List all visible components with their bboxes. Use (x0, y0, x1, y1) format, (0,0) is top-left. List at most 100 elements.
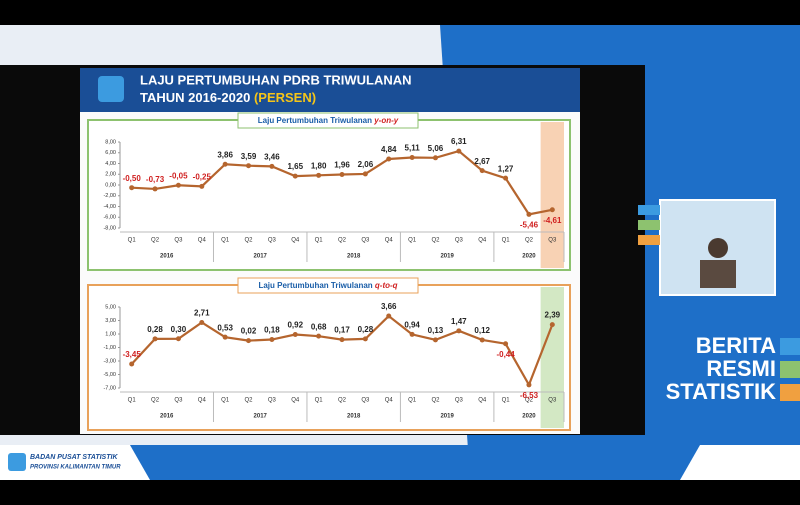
marker (199, 319, 205, 325)
value-label: 1,27 (498, 164, 514, 173)
slide-header (80, 68, 580, 112)
x-tick-label: Q2 (245, 238, 254, 244)
y-tick-label: 6,00 (105, 150, 116, 156)
marker (175, 182, 181, 188)
value-label: 0,17 (334, 326, 350, 335)
x-tick-label: Q2 (338, 238, 347, 244)
chart-title-main: Laju Pertumbuhan Triwulanan (258, 116, 372, 125)
value-label: -0,50 (123, 174, 142, 183)
x-group-label: 2017 (254, 254, 268, 260)
presenter (708, 238, 728, 258)
x-tick-label: Q3 (455, 238, 464, 244)
y-tick-label: 0,00 (105, 182, 116, 188)
chart-title-box (237, 277, 419, 294)
stripe (780, 361, 800, 378)
value-label: 0,53 (217, 323, 233, 332)
marker (269, 163, 275, 169)
agency: BADAN PUSAT STATISTIK (30, 454, 118, 461)
marker (479, 168, 485, 174)
value-label: 2,67 (474, 157, 490, 166)
x-tick-label: Q1 (315, 398, 324, 404)
marker (199, 183, 205, 189)
value-label: 1,65 (287, 162, 303, 171)
x-tick-label: Q3 (268, 238, 277, 244)
x-tick-label: Q1 (502, 398, 511, 404)
x-tick-label: Q2 (338, 398, 347, 404)
x-group-label: 2017 (254, 414, 268, 420)
stripe (780, 338, 800, 355)
x-tick-label: Q3 (548, 238, 557, 244)
x-tick-label: Q3 (548, 398, 557, 404)
y-tick-label: 8,00 (105, 139, 116, 145)
y-tick-label: 3,00 (105, 318, 116, 324)
value-label: -5,46 (520, 220, 539, 229)
marker (339, 337, 345, 343)
value-label: 3,66 (381, 302, 397, 311)
x-tick-label: Q2 (245, 398, 254, 404)
x-tick-label: Q3 (268, 398, 277, 404)
chart-frame (87, 284, 571, 431)
slide-title-years: TAHUN 2016-2020 (140, 90, 250, 105)
slide-title: LAJU PERTUMBUHAN PDRB TRIWULANAN (140, 72, 412, 87)
slide-title-unit: (PERSEN) (254, 90, 316, 105)
value-label: 0,18 (264, 326, 280, 335)
marker (129, 185, 135, 191)
banner-text: RESMI (706, 356, 776, 381)
y-tick-label: -8,00 (103, 225, 116, 231)
value-label: 5,11 (405, 144, 421, 153)
x-tick-label: Q2 (151, 238, 160, 244)
marker (549, 322, 555, 328)
y-tick-label: -7,00 (103, 385, 116, 391)
charts: Laju Pertumbuhan Triwulanan y-on-y 8,00 6,… (87, 112, 571, 431)
value-label: 2,06 (358, 160, 374, 169)
value-label: 5,06 (428, 144, 444, 153)
footer-left (0, 445, 150, 480)
marker (409, 331, 415, 337)
stripe (638, 220, 660, 230)
value-label: 0,30 (171, 325, 187, 334)
x-tick-label: Q4 (198, 238, 207, 244)
x-tick-label: Q1 (315, 238, 324, 244)
x-group-label: 2016 (160, 414, 174, 420)
value-label: 0,28 (147, 325, 163, 334)
marker (503, 341, 509, 347)
y-tick-label: 1,00 (105, 331, 116, 337)
x-group-label: 2020 (522, 254, 536, 260)
marker (246, 163, 252, 169)
chart-title-suffix: q-to-q (375, 281, 398, 290)
x-tick-label: Q2 (525, 238, 534, 244)
marker (479, 337, 485, 343)
value-label: 0,28 (358, 325, 374, 334)
x-group-label: 2018 (347, 414, 361, 420)
x-tick-label: Q3 (361, 398, 370, 404)
footer-logo (8, 453, 26, 471)
highlight (540, 287, 564, 428)
marker (269, 337, 275, 343)
chart-title: Laju Pertumbuhan Triwulanan y-on-y (258, 116, 399, 125)
x-tick-label: Q1 (502, 238, 511, 244)
value-label: 0,68 (311, 322, 327, 331)
marker (432, 337, 438, 343)
value-label: -0,44 (496, 350, 515, 359)
marker (222, 334, 228, 340)
value-label: -3,45 (123, 350, 142, 359)
value-label: 3,59 (241, 152, 257, 161)
value-label: -0,05 (169, 171, 188, 180)
x-tick-label: Q2 (151, 398, 160, 404)
x-tick-label: Q1 (128, 398, 137, 404)
marker (246, 338, 252, 344)
value-label: -0,73 (146, 175, 165, 184)
marker (152, 186, 158, 192)
marker (386, 313, 392, 319)
logo (98, 76, 124, 102)
value-label: 1,80 (311, 161, 327, 170)
y-tick-label: -1,00 (103, 345, 116, 351)
stripe (780, 384, 800, 401)
chart-title: Laju Pertumbuhan Triwulanan q-to-q (258, 281, 397, 290)
marker (339, 171, 345, 177)
value-label: 0,02 (241, 327, 257, 336)
chart-title-suffix: y-on-y (373, 116, 399, 125)
value-label: 2,71 (194, 309, 210, 318)
x-tick-label: Q4 (291, 398, 300, 404)
